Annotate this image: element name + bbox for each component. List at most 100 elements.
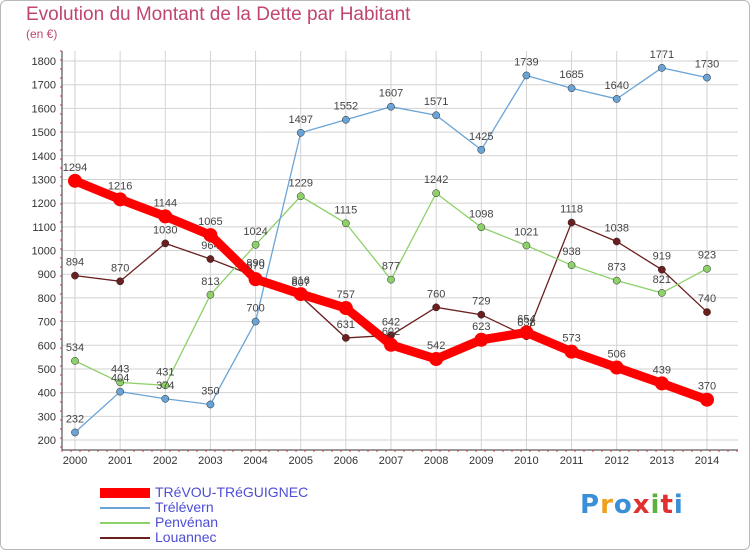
data-label: 1024 bbox=[243, 226, 267, 238]
data-point bbox=[248, 272, 263, 287]
data-point bbox=[338, 301, 353, 316]
data-point bbox=[296, 128, 305, 137]
data-label: 631 bbox=[337, 319, 355, 331]
data-point bbox=[658, 265, 666, 274]
data-label: 1685 bbox=[559, 69, 583, 81]
data-point bbox=[474, 332, 489, 347]
y-tick-label: 900 bbox=[38, 269, 56, 281]
data-point bbox=[384, 337, 398, 352]
x-tick-label: 2013 bbox=[650, 455, 674, 467]
data-point bbox=[522, 241, 531, 250]
data-point bbox=[71, 428, 79, 437]
data-label: 938 bbox=[562, 246, 580, 258]
data-point bbox=[206, 255, 215, 263]
y-tick-label: 1200 bbox=[32, 198, 56, 210]
series-tr-l-vern: 232 404 374 350 700 1497 1552 1607 1571 1425 1739 1… bbox=[66, 49, 719, 437]
data-label: 813 bbox=[201, 276, 219, 288]
logo-letter: o bbox=[613, 490, 633, 520]
data-label: 573 bbox=[562, 333, 580, 345]
data-label: 1115 bbox=[334, 204, 357, 216]
y-tick-label: 400 bbox=[38, 388, 56, 400]
y-tick-label: 1000 bbox=[32, 246, 56, 258]
data-point bbox=[477, 223, 486, 232]
data-label: 894 bbox=[66, 257, 84, 269]
data-label: 1144 bbox=[153, 197, 177, 209]
data-point bbox=[432, 111, 440, 120]
y-tick-label: 1400 bbox=[32, 151, 56, 163]
data-point bbox=[116, 378, 124, 387]
data-label: 443 bbox=[111, 363, 129, 375]
data-point bbox=[477, 145, 486, 154]
data-point bbox=[387, 102, 395, 111]
legend-swatch bbox=[100, 537, 150, 539]
logo-letter: r bbox=[600, 490, 614, 520]
data-label: 1771 bbox=[650, 49, 674, 61]
data-label: 623 bbox=[472, 321, 490, 333]
data-label: 1571 bbox=[424, 96, 448, 108]
y-tick-label: 600 bbox=[38, 340, 56, 352]
y-tick-label: 500 bbox=[38, 364, 56, 376]
y-tick-label: 800 bbox=[38, 293, 56, 305]
data-label: 1552 bbox=[334, 101, 358, 113]
logo-letter: P bbox=[580, 490, 601, 520]
y-tick-label: 1300 bbox=[32, 174, 56, 186]
data-point bbox=[700, 392, 714, 407]
x-tick-label: 2009 bbox=[469, 455, 493, 467]
data-point bbox=[116, 277, 124, 286]
data-label: 1229 bbox=[288, 177, 312, 189]
data-label: 873 bbox=[608, 262, 626, 274]
data-point bbox=[564, 344, 579, 359]
data-label: 821 bbox=[653, 274, 671, 286]
data-point bbox=[609, 360, 624, 375]
series-penv-nan: 534 443 431 813 1024 1229 1115 877 1242 1098 1021 9… bbox=[66, 174, 716, 390]
data-label: 757 bbox=[337, 289, 355, 301]
data-point bbox=[293, 287, 308, 302]
logo-letter: t bbox=[660, 490, 674, 520]
y-tick-label: 700 bbox=[38, 317, 56, 329]
axis-ticks bbox=[60, 50, 738, 452]
legend-label: Penvénan bbox=[155, 514, 219, 530]
data-label: 807 bbox=[292, 277, 310, 289]
data-label: 890 bbox=[246, 258, 264, 270]
data-point bbox=[161, 394, 170, 403]
data-label: 919 bbox=[653, 251, 671, 263]
x-tick-label: 2014 bbox=[695, 455, 719, 467]
data-point bbox=[161, 239, 170, 248]
data-label: 542 bbox=[427, 340, 445, 352]
y-tick-label: 1700 bbox=[32, 80, 56, 92]
data-point bbox=[612, 237, 621, 246]
data-label: 1607 bbox=[379, 88, 403, 100]
x-tick-label: 2005 bbox=[288, 455, 312, 467]
data-point bbox=[612, 276, 621, 285]
data-point bbox=[658, 289, 666, 297]
data-point bbox=[206, 400, 215, 409]
data-label: 870 bbox=[111, 262, 129, 274]
data-point bbox=[296, 192, 305, 201]
x-tick-label: 2003 bbox=[198, 455, 222, 467]
y-tick-label: 200 bbox=[38, 435, 56, 447]
data-point bbox=[567, 84, 576, 93]
logo-letter: i bbox=[673, 490, 684, 520]
data-point bbox=[658, 64, 666, 72]
data-label: 654 bbox=[517, 313, 535, 325]
x-tick-label: 2008 bbox=[424, 455, 448, 467]
data-point bbox=[477, 310, 486, 319]
data-label: 232 bbox=[66, 413, 84, 425]
data-label: 350 bbox=[201, 385, 219, 397]
data-point bbox=[71, 271, 79, 280]
data-label: 1065 bbox=[198, 216, 222, 228]
data-point bbox=[703, 308, 711, 316]
data-label: 602 bbox=[382, 326, 400, 338]
data-point bbox=[116, 387, 124, 396]
data-point bbox=[71, 357, 79, 365]
proxiti-logo: Proxiti bbox=[580, 490, 684, 520]
data-point bbox=[519, 325, 534, 340]
legend-label: Trélévern bbox=[155, 499, 214, 515]
data-label: 638 bbox=[517, 317, 535, 329]
data-label: 1294 bbox=[63, 162, 87, 174]
x-tick-label: 2007 bbox=[379, 455, 403, 467]
data-label: 370 bbox=[698, 381, 716, 393]
x-tick-label: 2011 bbox=[560, 455, 584, 467]
